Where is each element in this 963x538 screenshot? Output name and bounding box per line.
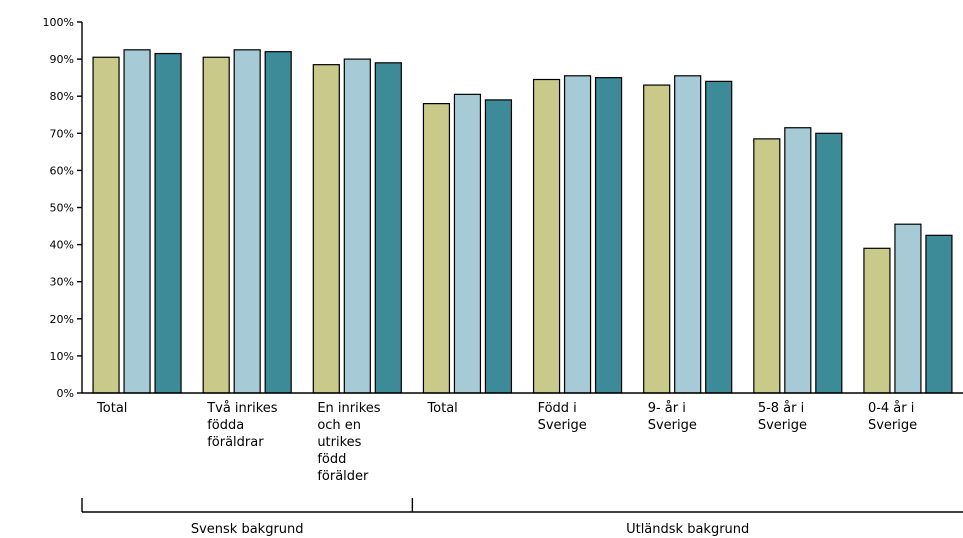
y-axis-ticks: 0% 10% 20% 30% 40% 50% 60% 70% 80% 90% 100% xyxy=(43,16,82,400)
bar xyxy=(532,78,561,394)
category-label-line: Född i xyxy=(538,401,577,416)
category-label-line: Sverige xyxy=(868,418,917,433)
x-axis-categories: Total Två inrikes födda föräldrar En inrikes… xyxy=(96,401,917,484)
group-label: Svensk bakgrund xyxy=(191,522,304,537)
category-label-line: utrikes xyxy=(317,435,361,450)
bar xyxy=(894,223,922,394)
bars xyxy=(92,49,953,394)
category-label-line: 5-8 år i xyxy=(758,401,804,416)
category-label: 9- år i Sverige xyxy=(648,401,697,433)
category-label: Två inrikes födda föräldrar xyxy=(206,401,278,450)
category-label-line: Två inrikes xyxy=(206,401,278,416)
y-tick-label: 20% xyxy=(50,313,74,326)
bar xyxy=(925,234,953,394)
category-label-line: och en xyxy=(317,418,361,433)
group-label: Utländsk bakgrund xyxy=(626,522,749,537)
y-tick-label: 70% xyxy=(50,127,74,140)
bar xyxy=(484,99,513,394)
category-label: 0-4 år i Sverige xyxy=(868,401,917,433)
category-label: Total xyxy=(96,401,127,416)
category-label-line: Sverige xyxy=(758,418,807,433)
bar xyxy=(674,75,702,394)
bar xyxy=(264,51,292,394)
category-label-line: född xyxy=(317,452,346,467)
category-label-line: förälder xyxy=(317,469,369,484)
category-label-line: föräldrar xyxy=(207,435,264,450)
y-tick-label: 0% xyxy=(57,387,74,400)
bar xyxy=(815,132,843,394)
category-label-line: Total xyxy=(426,401,457,416)
category-label: Född i Sverige xyxy=(538,401,587,433)
bar xyxy=(343,58,371,394)
bar xyxy=(312,64,340,394)
y-tick-label: 60% xyxy=(50,164,74,177)
group-labels: Svensk bakgrund Utländsk bakgrund xyxy=(81,498,963,537)
category-label-line: Sverige xyxy=(538,418,587,433)
y-tick-label: 80% xyxy=(50,90,74,103)
bar xyxy=(92,56,120,394)
y-tick-label: 50% xyxy=(50,202,74,215)
bar xyxy=(594,77,623,394)
bar xyxy=(863,247,891,394)
bar xyxy=(123,49,151,394)
bar xyxy=(453,93,482,394)
bar xyxy=(422,103,451,394)
bar xyxy=(705,80,733,394)
y-tick-label: 100% xyxy=(43,16,74,29)
bar xyxy=(374,62,402,394)
category-label-line: födda xyxy=(207,418,244,433)
category-label: Total xyxy=(426,401,457,416)
bar xyxy=(753,138,781,394)
bar xyxy=(154,52,182,394)
y-tick-label: 30% xyxy=(50,276,74,289)
bar xyxy=(233,49,261,394)
y-tick-label: 40% xyxy=(50,239,74,252)
bar xyxy=(643,84,671,394)
category-label-line: 0-4 år i xyxy=(868,401,914,416)
category-label-line: Sverige xyxy=(648,418,697,433)
bar xyxy=(563,75,592,394)
bar xyxy=(784,127,812,394)
category-label: En inrikes och en utrikes född förälder xyxy=(317,401,380,484)
category-label-line: Total xyxy=(96,401,127,416)
bar xyxy=(202,56,230,394)
category-label-line: 9- år i xyxy=(648,401,686,416)
category-label-line: En inrikes xyxy=(317,401,380,416)
category-label: 5-8 år i Sverige xyxy=(758,401,807,433)
y-tick-label: 10% xyxy=(50,350,74,363)
y-tick-label: 90% xyxy=(50,53,74,66)
